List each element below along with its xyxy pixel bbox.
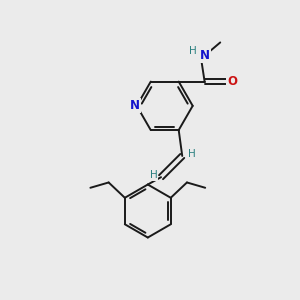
Text: N: N [200,49,210,62]
Text: O: O [227,75,237,88]
Text: N: N [130,99,140,112]
Text: H: H [188,149,196,160]
Text: H: H [150,170,158,180]
Text: H: H [189,46,197,56]
